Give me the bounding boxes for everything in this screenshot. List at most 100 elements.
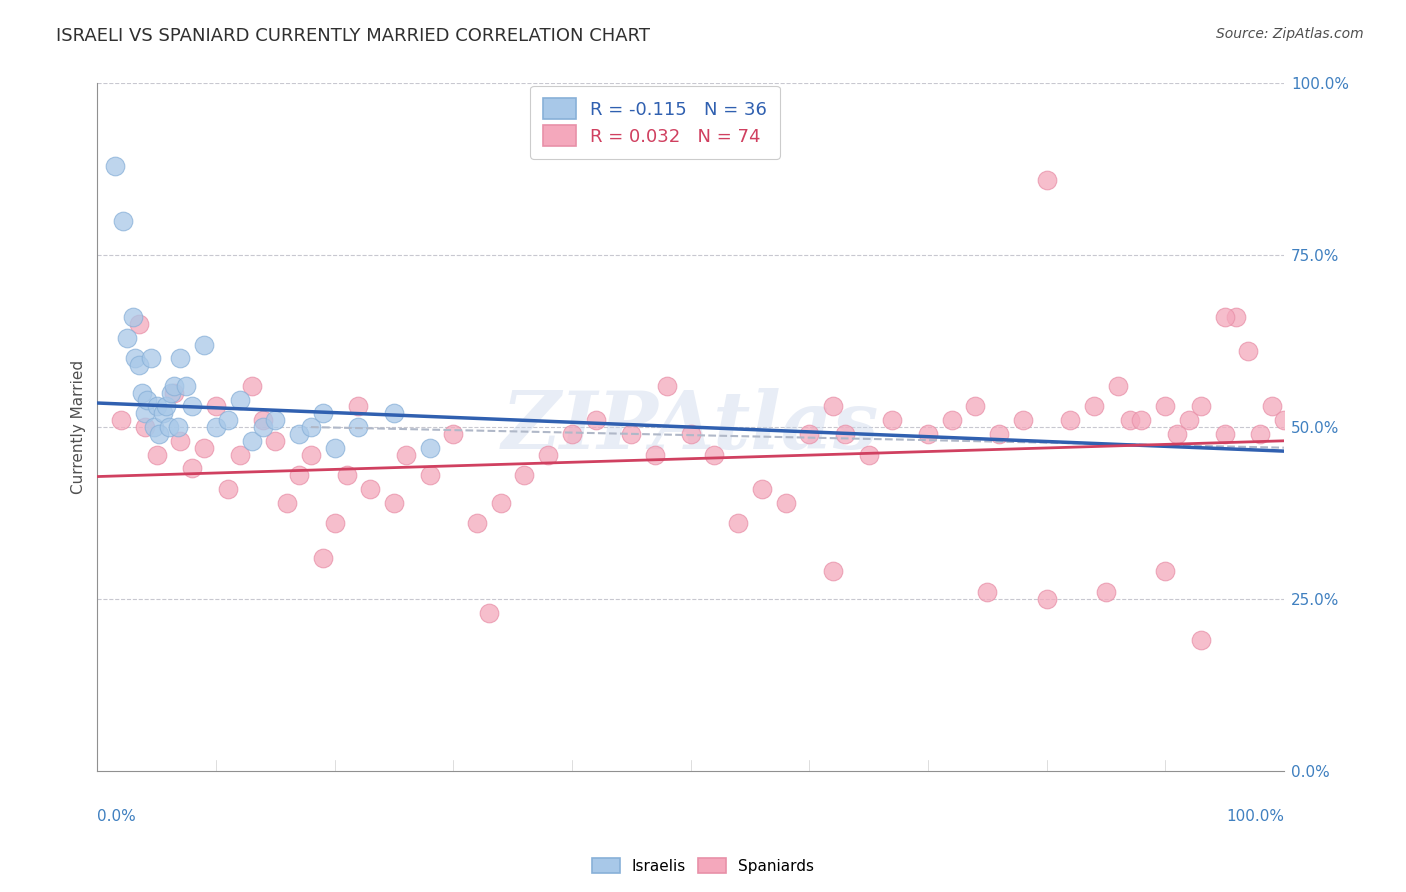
Point [134,406,156,420]
Point [537,448,560,462]
Point [169,351,191,366]
Point [347,420,370,434]
Point [620,426,643,441]
Point [181,461,204,475]
Point [110,413,132,427]
Point [312,406,335,420]
Text: Source: ZipAtlas.com: Source: ZipAtlas.com [1216,27,1364,41]
Point [163,379,186,393]
Point [965,400,987,414]
Point [821,565,844,579]
Point [799,426,821,441]
Point [585,413,607,427]
Point [513,468,536,483]
Point [163,385,186,400]
Point [655,379,678,393]
Point [288,426,311,441]
Point [1130,413,1153,427]
Point [264,413,287,427]
Point [751,482,773,496]
Point [104,159,127,173]
Point [976,585,998,599]
Point [240,434,263,448]
Point [465,516,488,531]
Point [1118,413,1140,427]
Point [703,448,725,462]
Point [299,448,322,462]
Point [1166,426,1188,441]
Point [382,406,405,420]
Point [419,468,441,483]
Point [312,550,335,565]
Point [205,420,228,434]
Point [1189,400,1212,414]
Text: 100.0%: 100.0% [1226,808,1284,823]
Point [169,434,191,448]
Point [276,496,298,510]
Point [217,482,239,496]
Point [167,420,190,434]
Point [419,441,441,455]
Point [1189,633,1212,648]
Point [858,448,880,462]
Point [382,496,405,510]
Point [193,441,215,455]
Point [1213,426,1236,441]
Point [775,496,797,510]
Point [679,426,702,441]
Point [288,468,311,483]
Point [335,468,357,483]
Text: 0.0%: 0.0% [97,808,136,823]
Point [155,400,177,414]
Point [727,516,749,531]
Point [176,379,198,393]
Point [205,400,228,414]
Point [1225,310,1247,325]
Point [252,413,274,427]
Point [347,400,370,414]
Point [323,516,346,531]
Point [988,426,1011,441]
Point [1237,344,1260,359]
Legend: R = -0.115   N = 36, R = 0.032   N = 74: R = -0.115 N = 36, R = 0.032 N = 74 [530,86,779,159]
Point [1154,565,1177,579]
Legend: Israelis, Spaniards: Israelis, Spaniards [586,852,820,880]
Point [1059,413,1081,427]
Point [143,420,166,434]
Point [1035,172,1057,186]
Point [821,400,844,414]
Point [124,351,146,366]
Point [145,448,167,462]
Point [134,420,156,434]
Point [131,385,153,400]
Point [157,420,180,434]
Point [1272,413,1295,427]
Point [264,434,287,448]
Point [148,426,170,441]
Text: ZIPAtlas: ZIPAtlas [502,388,879,466]
Point [489,496,512,510]
Point [160,385,183,400]
Point [217,413,239,427]
Point [240,379,263,393]
Point [882,413,904,427]
Point [1154,400,1177,414]
Point [1178,413,1201,427]
Point [152,406,174,420]
Point [1249,426,1271,441]
Point [478,606,501,620]
Point [1011,413,1033,427]
Point [139,351,162,366]
Point [128,317,150,331]
Point [229,448,252,462]
Point [181,400,204,414]
Y-axis label: Currently Married: Currently Married [72,360,86,494]
Point [252,420,274,434]
Point [299,420,322,434]
Point [441,426,464,441]
Point [122,310,145,325]
Point [136,392,159,407]
Point [229,392,252,407]
Text: ISRAELI VS SPANIARD CURRENTLY MARRIED CORRELATION CHART: ISRAELI VS SPANIARD CURRENTLY MARRIED CO… [56,27,650,45]
Point [917,426,939,441]
